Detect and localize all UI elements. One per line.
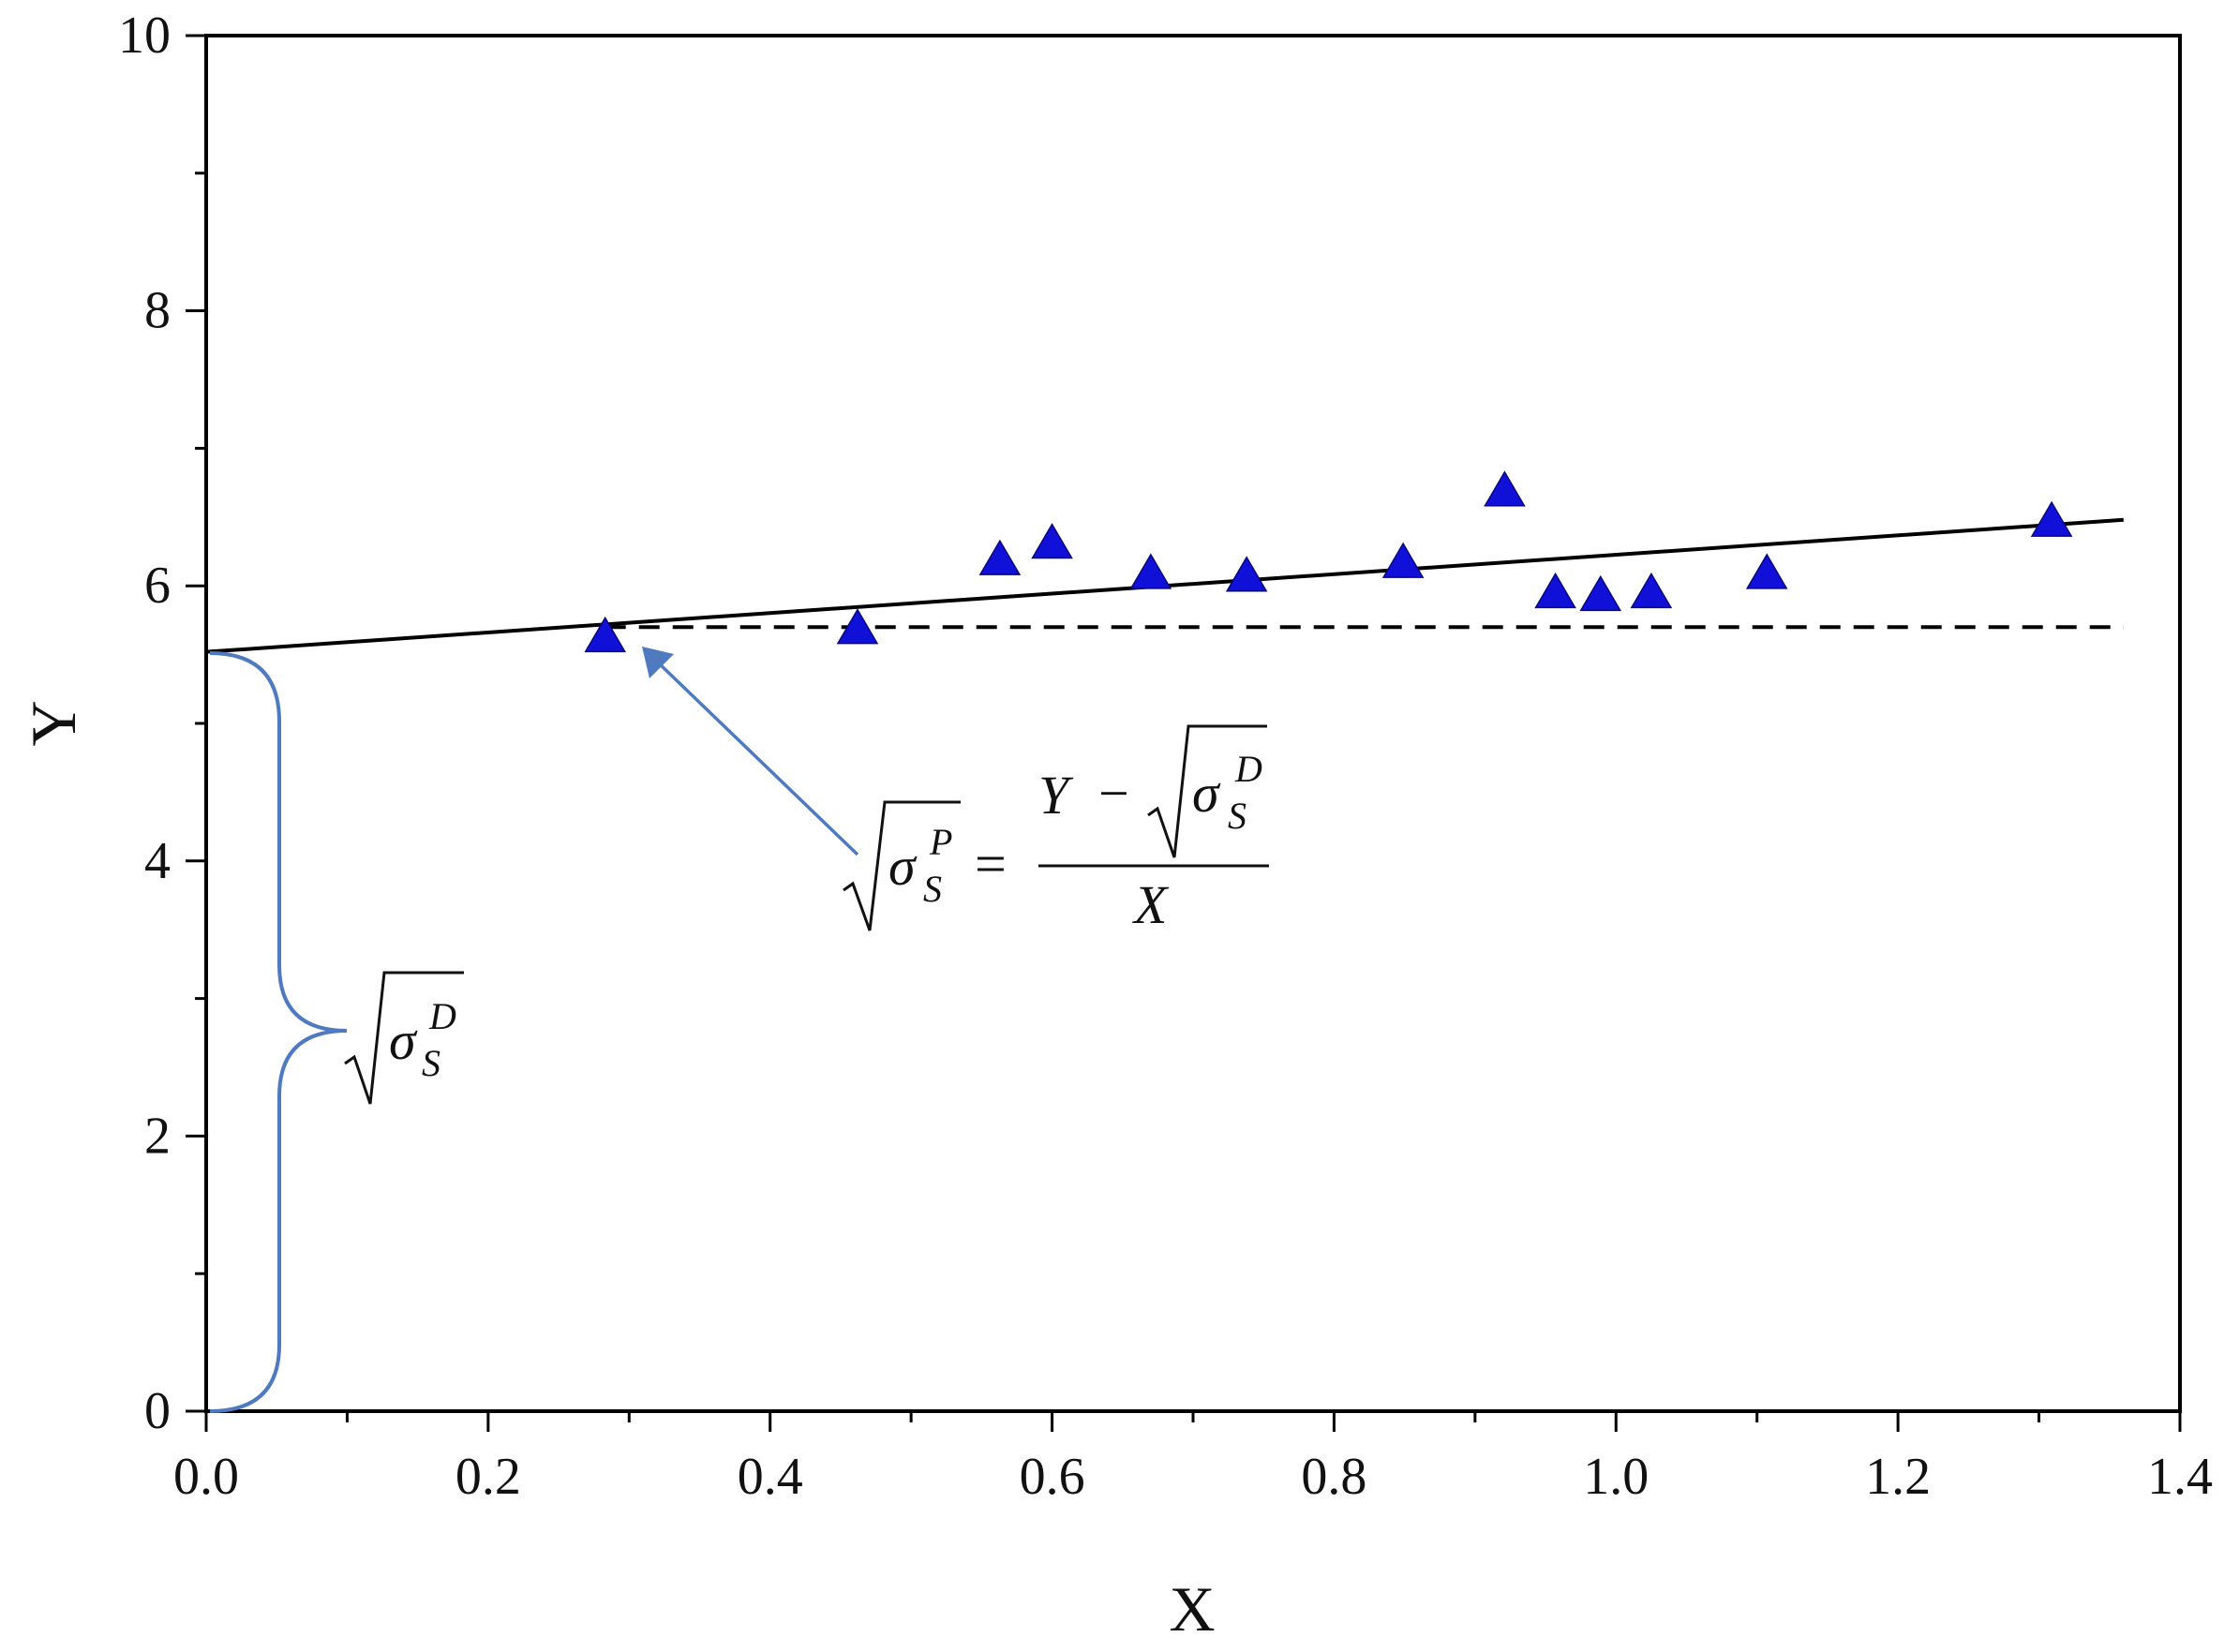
formula-minus: − (1098, 763, 1129, 824)
formula-num-sub: S (1228, 795, 1246, 837)
axis-ticks (186, 34, 2182, 1432)
data-point-triangle (1031, 523, 1073, 559)
data-point-triangle (1129, 553, 1172, 589)
data-point-triangle (1225, 556, 1268, 592)
y-tick-label: 6 (144, 557, 171, 615)
brace-label-sup: D (428, 995, 456, 1037)
formula-lhs-root: σ (888, 836, 918, 897)
data-point-triangle (2030, 500, 2073, 537)
sqrt-radical-icon (1147, 724, 1267, 858)
plot-frame (204, 34, 2182, 1413)
formula-equals: = (975, 833, 1007, 895)
y-axis-title: Y (18, 700, 89, 746)
formula-num-left: Y (1038, 765, 1074, 826)
x-tick-label: 1.0 (1583, 1448, 1649, 1506)
arrow-head-icon (642, 647, 674, 678)
x-tick-label: 0.8 (1301, 1448, 1366, 1506)
data-markers (584, 470, 2073, 653)
y-tick-label: 0 (144, 1382, 171, 1440)
y-tick-label: 10 (118, 7, 171, 65)
formula-num-root: σ (1192, 763, 1221, 824)
y-tick-label: 8 (144, 282, 171, 340)
sqrt-radical-icon (843, 800, 961, 931)
formula-num-sup: D (1234, 748, 1262, 790)
formula-label: σ P S = Y − σ D S X (843, 724, 1269, 935)
data-point-triangle (1381, 542, 1425, 578)
x-tick-label: 0.2 (455, 1448, 521, 1506)
x-tick-label: 0.4 (738, 1448, 803, 1506)
formula-lhs-sub: S (923, 868, 942, 910)
data-point-triangle (836, 608, 879, 645)
y-tick-label: 4 (144, 832, 171, 890)
data-point-triangle (1534, 572, 1576, 609)
x-tick-label: 0.6 (1020, 1448, 1085, 1506)
arrow-annotation-line (654, 659, 859, 856)
formula-lhs-sup: P (929, 821, 952, 863)
y-tick-label: 2 (144, 1107, 171, 1165)
brace-annotation (209, 651, 348, 1413)
axis-tick-labels: 0.0 0.2 0.4 0.6 0.8 1.0 1.2 1.4 0 2 4 6 8 10 (118, 7, 2213, 1506)
brace-label-root: σ (389, 1010, 418, 1071)
formula-den: X (1132, 874, 1170, 935)
data-point-triangle (1579, 574, 1622, 612)
sqrt-radical-icon (344, 971, 464, 1105)
data-point-triangle (1630, 572, 1673, 609)
data-point-triangle (1484, 470, 1526, 507)
data-point-triangle (978, 539, 1022, 575)
x-tick-label: 0.0 (173, 1448, 239, 1506)
data-point-triangle (584, 616, 627, 653)
brace-label-sub: S (422, 1042, 440, 1084)
x-axis-title: X (1169, 1573, 1215, 1645)
data-point-triangle (1745, 553, 1788, 589)
x-tick-label: 1.2 (1865, 1448, 1931, 1506)
brace-label: σ D S (344, 971, 464, 1105)
x-tick-label: 1.4 (2147, 1448, 2213, 1506)
